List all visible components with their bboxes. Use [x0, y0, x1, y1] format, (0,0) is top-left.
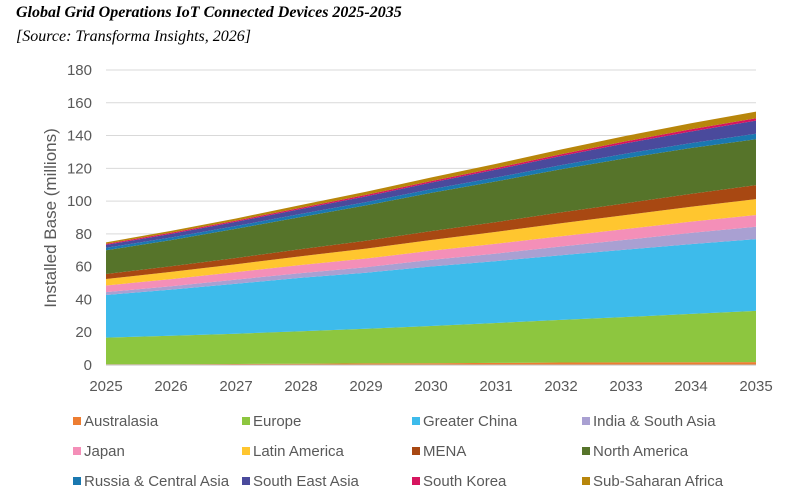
series-areas	[106, 111, 756, 365]
legend-item: Latin America	[242, 443, 345, 460]
legend-label: Europe	[253, 413, 301, 430]
x-tick-label: 2032	[544, 378, 577, 395]
legend-label: North America	[593, 443, 689, 460]
y-tick-label: 100	[67, 193, 92, 210]
y-tick-label: 20	[75, 324, 92, 341]
legend-item: Australasia	[73, 413, 159, 430]
legend-swatch	[73, 477, 81, 485]
series-area-north-america	[106, 139, 756, 274]
legend-item: Russia & Central Asia	[73, 473, 230, 490]
series-area-south-east-asia	[106, 120, 756, 248]
legend-label: Greater China	[423, 413, 518, 430]
x-axis: 2025 2026 2027 2028 2029 2030 2031 2032 2033 2034…	[89, 364, 773, 395]
legend-swatch	[412, 447, 420, 455]
legend-item: MENA	[412, 443, 466, 460]
legend-swatch	[412, 417, 420, 425]
legend-swatch	[582, 477, 590, 485]
series-area-sub-saharan-africa	[106, 111, 756, 244]
legend-label: South Korea	[423, 473, 507, 490]
legend-swatch	[242, 447, 250, 455]
series-area-russia-central-asia	[106, 133, 756, 251]
legend-item: India & South Asia	[582, 413, 716, 430]
legend-label: Japan	[84, 443, 125, 460]
legend-label: Russia & Central Asia	[84, 473, 230, 490]
x-tick-label: 2026	[154, 378, 187, 395]
legend-label: Sub-Saharan Africa	[593, 473, 724, 490]
x-tick-label: 2030	[414, 378, 447, 395]
y-tick-label: 80	[75, 226, 92, 243]
legend-label: South East Asia	[253, 473, 360, 490]
x-tick-label: 2035	[739, 378, 772, 395]
series-area-india-south-asia	[106, 226, 756, 295]
series-area-mena	[106, 185, 756, 279]
y-tick-label: 140	[67, 128, 92, 145]
series-area-latin-america	[106, 199, 756, 286]
y-tick-label: 160	[67, 95, 92, 112]
legend-swatch	[412, 477, 420, 485]
series-area-australasia	[106, 362, 756, 365]
x-tick-label: 2028	[284, 378, 317, 395]
y-tick-label: 180	[67, 62, 92, 79]
legend-item: Japan	[73, 443, 125, 460]
legend-item: Sub-Saharan Africa	[582, 473, 724, 490]
x-tick-label: 2034	[674, 378, 707, 395]
legend-swatch	[242, 477, 250, 485]
legend-item: South Korea	[412, 473, 507, 490]
y-axis-label: Installed Base (millions)	[41, 128, 60, 308]
y-tick-label: 0	[84, 357, 92, 374]
series-area-south-korea	[106, 118, 756, 245]
y-tick-label: 60	[75, 259, 92, 276]
legend-label: MENA	[423, 443, 466, 460]
legend-swatch	[242, 417, 250, 425]
series-area-japan	[106, 215, 756, 293]
chart-title: Global Grid Operations IoT Connected Dev…	[16, 4, 402, 21]
legend-label: Latin America	[253, 443, 345, 460]
legend-swatch	[73, 417, 81, 425]
legend-label: India & South Asia	[593, 413, 716, 430]
y-axis: 0 20 40 60 80 100 120 140 160 180	[67, 62, 92, 374]
series-area-greater-china	[106, 239, 756, 338]
legend-item: North America	[582, 443, 689, 460]
legend-swatch	[582, 417, 590, 425]
legend-item: South East Asia	[242, 473, 360, 490]
legend-item: Europe	[242, 413, 301, 430]
x-tick-label: 2029	[349, 378, 382, 395]
y-tick-label: 40	[75, 291, 92, 308]
x-tick-label: 2033	[609, 378, 642, 395]
x-tick-label: 2031	[479, 378, 512, 395]
legend-swatch	[582, 447, 590, 455]
x-tick-label: 2025	[89, 378, 122, 395]
series-area-europe	[106, 310, 756, 365]
legend: Australasia Europe Greater China India & So…	[73, 413, 724, 490]
chart-subtitle: [Source: Transforma Insights, 2026]	[16, 28, 251, 45]
legend-item: Greater China	[412, 413, 518, 430]
y-tick-label: 120	[67, 160, 92, 177]
legend-label: Australasia	[84, 413, 159, 430]
x-tick-label: 2027	[219, 378, 252, 395]
legend-swatch	[73, 447, 81, 455]
